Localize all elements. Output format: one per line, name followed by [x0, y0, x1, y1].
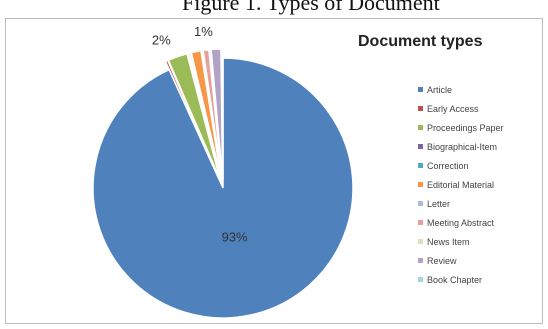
legend-label: Meeting Abstract [427, 217, 495, 228]
legend-item-review: Review [418, 251, 504, 270]
legend-label: Early Access [427, 103, 479, 114]
legend-swatch [418, 239, 423, 244]
legend-swatch [418, 182, 423, 187]
pie-slice-book-chapter [220, 48, 224, 180]
slice-label-article: 93% [222, 229, 248, 244]
legend-item-correction: Correction [418, 156, 504, 175]
legend-swatch [418, 106, 423, 111]
legend-item-news-item: News Item [418, 232, 504, 251]
legend-item-meeting-abstract: Meeting Abstract [418, 213, 504, 232]
legend-item-book-chapter: Book Chapter [418, 270, 504, 289]
legend-swatch [418, 201, 423, 206]
legend-label: Book Chapter [427, 274, 483, 285]
legend-swatch [418, 258, 423, 263]
legend-label: News Item [427, 236, 470, 247]
figure-caption: Figure 1. Types of Document [0, 0, 548, 20]
legend-swatch [418, 125, 423, 130]
legend-swatch [418, 163, 423, 168]
legend-item-editorial-material: Editorial Material [418, 175, 504, 194]
slice-label-review: 1% [194, 24, 213, 39]
legend-label: Proceedings Paper [427, 122, 504, 133]
legend-swatch [418, 277, 423, 282]
legend-swatch [418, 220, 423, 225]
pie-slice-early-access [164, 59, 221, 181]
figure-caption-text: Figure 1. Types of Document [182, 0, 440, 15]
legend-swatch [418, 144, 423, 149]
legend-label: Biographical-Item [427, 141, 498, 152]
legend-label: Letter [427, 198, 451, 209]
pie-slice-article [92, 57, 354, 319]
legend-item-biographical-item: Biographical-Item [418, 137, 504, 156]
legend-label: Article [427, 84, 453, 95]
legend-item-article: Article [418, 80, 504, 99]
legend-item-early-access: Early Access [418, 99, 504, 118]
legend-item-letter: Letter [418, 194, 504, 213]
legend-label: Review [427, 255, 457, 266]
legend-swatch [418, 87, 423, 92]
legend-label: Editorial Material [427, 179, 495, 190]
chart-frame [5, 18, 543, 324]
chart-legend: Article Early Access Proceedings Paper Biog… [418, 80, 504, 289]
legend-item-proceedings-paper: Proceedings Paper [418, 118, 504, 137]
legend-label: Correction [427, 160, 469, 171]
chart-title: Document types [358, 33, 483, 50]
slice-label-proceedings-paper: 2% [152, 32, 171, 47]
